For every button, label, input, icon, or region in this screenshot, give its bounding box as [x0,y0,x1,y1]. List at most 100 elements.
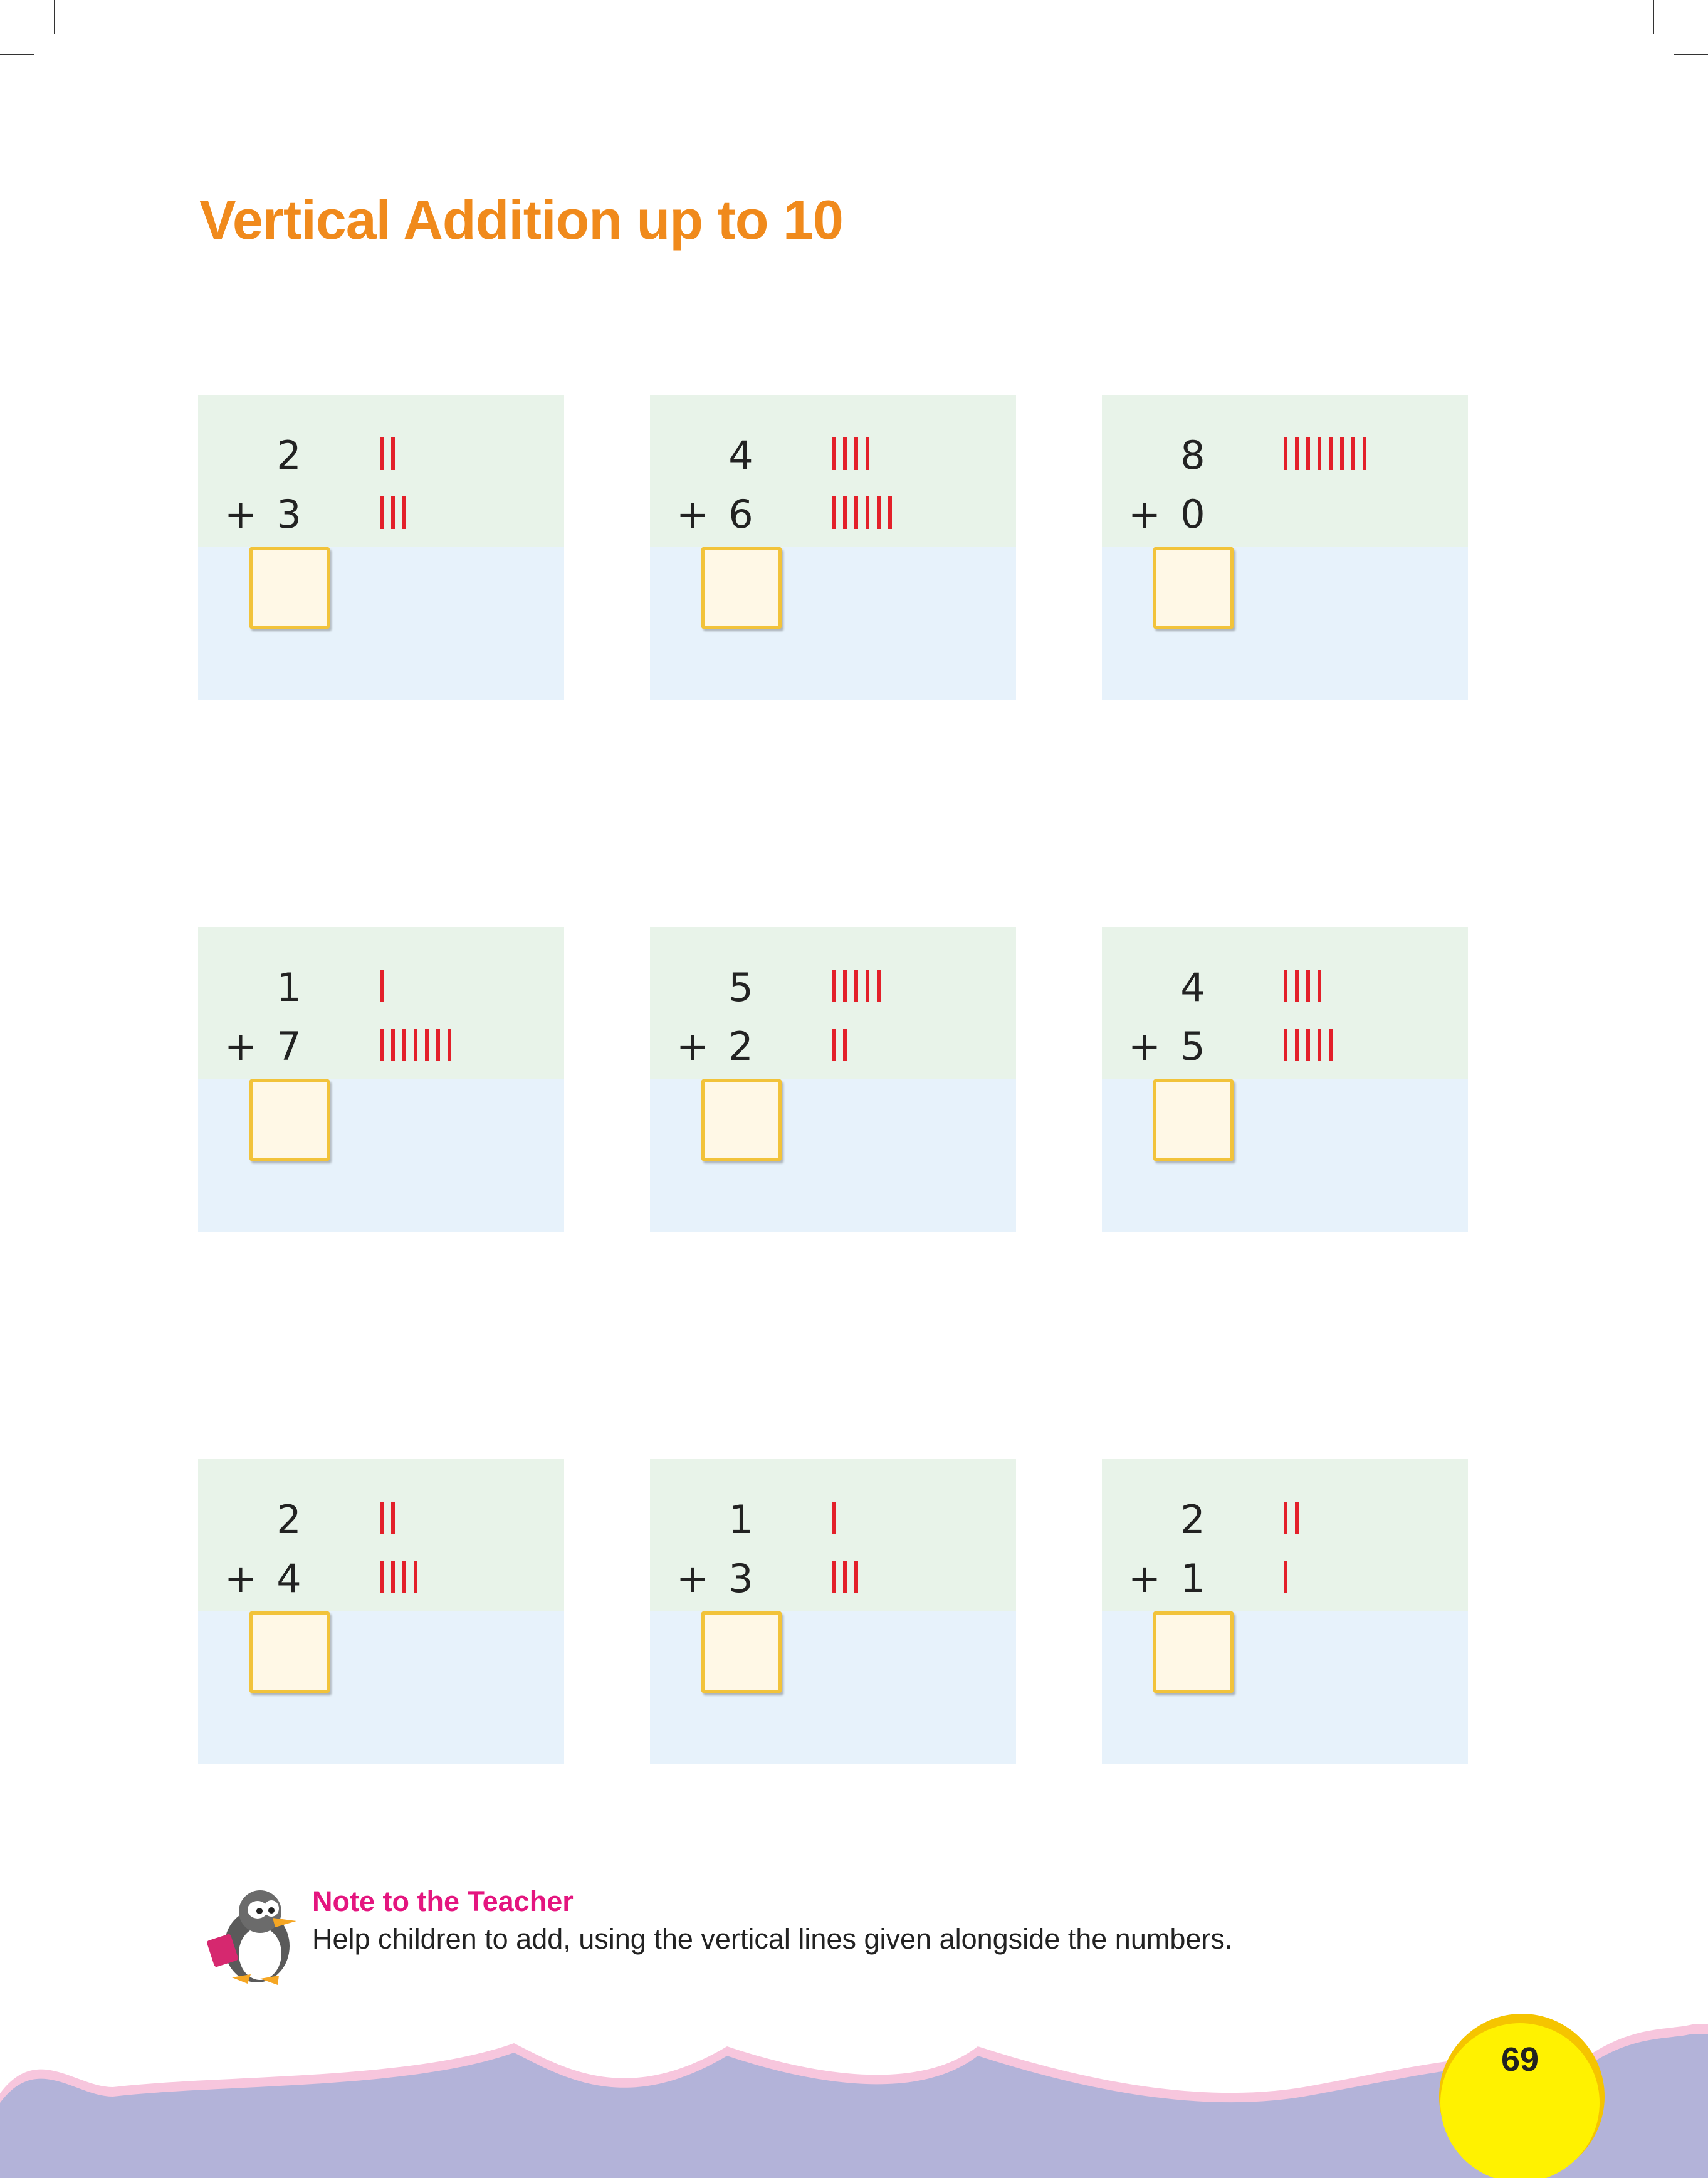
tally-mark [391,1561,395,1593]
answer-box[interactable] [701,547,782,629]
first-addend-tally [832,970,881,1002]
addition-problem: 4 +5 [1102,927,1468,1232]
tally-mark [843,437,847,470]
note-title: Note to the Teacher [312,1885,574,1917]
first-addend: 8 [1180,432,1205,478]
second-addend: 2 [728,1024,753,1069]
tally-mark [1295,1502,1299,1534]
wave-decoration [0,2014,1708,2178]
tally-mark [425,1029,429,1061]
tally-mark [1295,1029,1299,1061]
plus-sign: + [676,1024,709,1069]
second-addend: 3 [728,1556,753,1601]
tally-mark [380,970,384,1002]
plus-sign: + [1128,1556,1161,1601]
tally-mark [832,1502,836,1534]
first-addend: 4 [1180,965,1205,1010]
page-number: 69 [1501,2041,1539,2078]
plus-sign: + [224,1556,257,1601]
first-addend-tally [380,970,384,1002]
tally-mark [843,1029,847,1061]
tally-mark [1284,1502,1287,1534]
answer-box[interactable] [249,1079,330,1161]
answer-box[interactable] [1153,1611,1234,1693]
first-addend-tally [380,437,395,470]
tally-mark [391,1029,395,1061]
second-addend-tally [832,1561,858,1593]
crop-mark [54,0,55,34]
first-addend: 2 [276,1497,301,1542]
plus-sign: + [224,1024,257,1069]
tally-mark [380,1561,384,1593]
tally-mark [402,1561,406,1593]
tally-mark [866,496,869,529]
tally-mark [888,496,892,529]
first-addend: 1 [276,965,301,1010]
penguin-icon [197,1883,307,1987]
answer-box[interactable] [249,1611,330,1693]
addition-problem: 8 +0 [1102,395,1468,700]
first-addend: 5 [728,965,753,1010]
second-addend: 1 [1180,1556,1205,1601]
first-addend-tally [832,437,869,470]
tally-mark [1340,437,1344,470]
addition-problem: 1 +3 [650,1459,1016,1764]
answer-box[interactable] [701,1079,782,1161]
plus-sign: + [676,491,709,537]
addition-problem: 2 +1 [1102,1459,1468,1764]
tally-mark [380,1029,384,1061]
first-addend-tally [832,1502,836,1534]
tally-mark [843,496,847,529]
tally-mark [391,496,395,529]
second-addend-tally [1284,1029,1333,1061]
tally-mark [866,970,869,1002]
second-addend: 5 [1180,1024,1205,1069]
answer-box[interactable] [1153,547,1234,629]
tally-mark [1318,970,1321,1002]
first-addend-tally [1284,970,1321,1002]
tally-mark [1329,437,1333,470]
tally-mark [436,1029,440,1061]
tally-mark [843,970,847,1002]
tally-mark [391,1502,395,1534]
page-title: Vertical Addition up to 10 [199,189,844,251]
tally-mark [1295,437,1299,470]
second-addend: 7 [276,1024,301,1069]
tally-mark [1306,970,1310,1002]
answer-box[interactable] [1153,1079,1234,1161]
second-addend-tally [380,496,406,529]
tally-mark [877,496,881,529]
tally-mark [832,1029,836,1061]
crop-mark [1674,54,1708,55]
tally-mark [414,1029,417,1061]
tally-mark [1318,437,1321,470]
second-addend-tally [380,1561,417,1593]
plus-sign: + [224,491,257,537]
tally-mark [854,970,858,1002]
tally-mark [1351,437,1355,470]
addition-problem: 5 +2 [650,927,1016,1232]
first-addend-tally [380,1502,395,1534]
first-addend: 2 [1180,1497,1205,1542]
answer-box[interactable] [249,547,330,629]
tally-mark [380,1502,384,1534]
tally-mark [380,437,384,470]
second-addend: 4 [276,1556,301,1601]
answer-box[interactable] [701,1611,782,1693]
second-addend: 0 [1180,491,1205,537]
tally-mark [854,437,858,470]
addition-problem: 2 +3 [198,395,564,700]
addition-problem: 2 +4 [198,1459,564,1764]
tally-mark [832,1561,836,1593]
tally-mark [1284,1029,1287,1061]
tally-mark [877,970,881,1002]
tally-mark [1363,437,1366,470]
tally-mark [1284,970,1287,1002]
tally-mark [448,1029,451,1061]
tally-mark [1306,1029,1310,1061]
addition-problem: 4 +6 [650,395,1016,700]
tally-mark [832,437,836,470]
tally-mark [1284,437,1287,470]
tally-mark [391,437,395,470]
tally-mark [843,1561,847,1593]
